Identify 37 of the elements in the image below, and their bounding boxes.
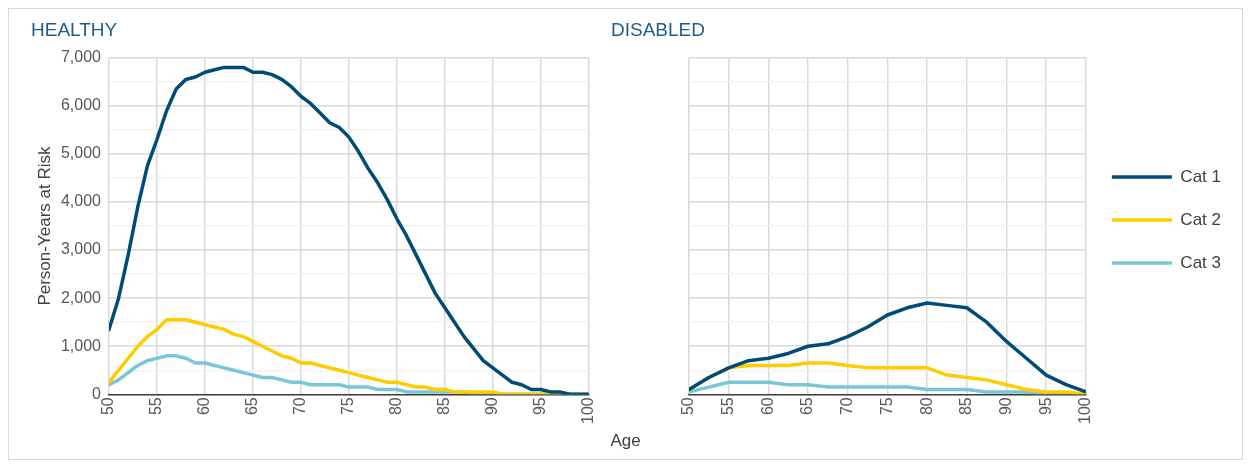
- y-axis-title: Person-Years at Risk: [34, 146, 54, 306]
- x-tick-label: 100: [1076, 397, 1094, 425]
- x-tick-label: 100: [579, 397, 597, 425]
- x-tick-label: 90: [996, 397, 1014, 416]
- x-tick-label: 80: [387, 397, 405, 416]
- legend-label: Cat 1: [1180, 166, 1222, 186]
- y-tick-label: 2,000: [60, 288, 102, 306]
- y-tick-label: 1,000: [60, 336, 102, 354]
- x-tick-label: 65: [798, 397, 816, 416]
- x-tick-label: 50: [99, 397, 117, 416]
- x-tick-label: 50: [679, 397, 697, 416]
- x-tick-label: 85: [957, 397, 975, 416]
- y-tick-label: 0: [92, 384, 102, 402]
- chart-title: DISABLED: [611, 18, 705, 40]
- x-tick-label: 60: [758, 397, 776, 416]
- x-tick-label: 95: [1036, 397, 1054, 416]
- y-tick-label: 5,000: [60, 144, 102, 162]
- x-tick-label: 75: [877, 397, 895, 416]
- y-tick-label: 3,000: [60, 240, 102, 258]
- x-tick-label: 60: [195, 397, 213, 416]
- x-tick-label: 65: [243, 397, 261, 416]
- x-tick-label: 95: [531, 397, 549, 416]
- x-tick-label: 90: [483, 397, 501, 416]
- legend-label: Cat 2: [1180, 209, 1222, 229]
- x-tick-label: 75: [339, 397, 357, 416]
- x-tick-label: 55: [719, 397, 737, 416]
- x-axis-title: Age: [609, 431, 642, 451]
- chart-title: HEALTHY: [31, 18, 118, 40]
- y-tick-label: 7,000: [60, 48, 102, 66]
- legend-label: Cat 3: [1180, 252, 1222, 272]
- x-tick-label: 85: [435, 397, 453, 416]
- x-tick-label: 80: [917, 397, 935, 416]
- x-tick-label: 70: [838, 397, 856, 416]
- y-tick-label: 6,000: [60, 96, 102, 114]
- x-tick-label: 55: [147, 397, 165, 416]
- y-tick-label: 4,000: [60, 192, 102, 210]
- x-tick-label: 70: [291, 397, 309, 416]
